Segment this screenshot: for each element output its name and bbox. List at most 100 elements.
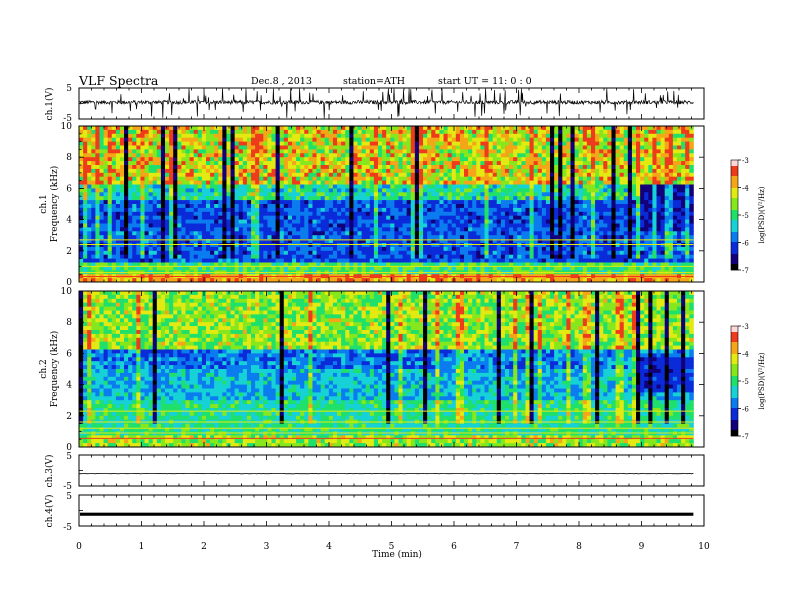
spec-cell — [369, 149, 375, 154]
spec-cell — [595, 246, 600, 252]
spec-cell — [332, 231, 338, 236]
spec-cell — [181, 192, 186, 197]
spec-cell — [685, 168, 690, 174]
spec-cell — [119, 207, 125, 213]
spec-cell — [124, 207, 129, 213]
spec-cell — [603, 184, 608, 189]
spec-cell — [468, 200, 473, 205]
spec-cell — [640, 168, 645, 174]
spec-cell — [664, 180, 670, 185]
spec-cell — [623, 239, 629, 244]
spec-cell — [103, 196, 109, 201]
spec-cell — [87, 165, 92, 170]
spec-cell — [386, 126, 391, 131]
spec-cell — [99, 126, 104, 131]
spec-cell — [300, 215, 305, 220]
spec-cell — [320, 145, 326, 150]
spec-cell — [300, 133, 305, 139]
spec-cell — [324, 227, 330, 232]
spec-cell — [218, 211, 223, 217]
spec-cell — [627, 223, 633, 228]
spec-cell — [414, 129, 420, 135]
spec-cell — [619, 239, 625, 244]
spec-cell — [496, 204, 502, 209]
spec-cell — [619, 207, 625, 213]
spec-cell — [496, 211, 502, 217]
spec-cell — [91, 153, 96, 158]
spec-cell — [173, 200, 178, 205]
spec-cell — [427, 161, 432, 166]
spec-cell — [263, 184, 268, 189]
spec-cell — [353, 165, 358, 170]
spec-cell — [124, 196, 129, 201]
spec-cell — [439, 172, 444, 178]
spec-cell — [189, 165, 195, 170]
spec-cell — [554, 223, 559, 228]
spec-cell — [349, 227, 354, 232]
spec-cell — [406, 215, 412, 220]
spec-cell — [242, 204, 248, 209]
spec-cell — [132, 219, 137, 224]
spec-cell — [451, 129, 457, 135]
spec-cell — [324, 231, 330, 236]
spec-cell — [468, 231, 473, 236]
spec-cell — [287, 168, 293, 174]
spec-cell — [341, 188, 346, 193]
spec-cell — [373, 200, 379, 205]
spec-cell — [386, 188, 391, 193]
spec-cell — [435, 219, 440, 224]
spec-cell — [644, 200, 649, 205]
spec-cell — [259, 168, 264, 174]
spec-cell — [664, 200, 670, 205]
spec-cell — [676, 250, 682, 256]
spec-cell — [476, 196, 481, 201]
spec-cell — [332, 215, 338, 220]
spec-cell — [259, 145, 264, 150]
spec-cell — [312, 137, 317, 142]
spec-cell — [234, 176, 240, 181]
spec-cell — [603, 243, 608, 248]
spec-cell — [205, 239, 211, 244]
spec-cell — [369, 188, 375, 193]
spec-cell — [79, 215, 84, 220]
spec-cell — [337, 176, 342, 181]
spec-cell — [115, 168, 121, 174]
spec-cell — [550, 246, 555, 252]
spec-cell — [332, 137, 338, 142]
spec-cell — [296, 200, 301, 205]
spec-cell — [99, 235, 104, 240]
spec-cell — [226, 149, 231, 154]
spec-cell — [144, 250, 150, 256]
spec-cell — [631, 207, 637, 213]
spec-cell — [681, 168, 686, 174]
spec-cell — [283, 211, 289, 217]
spec-cell — [218, 207, 223, 213]
spec-cell — [173, 243, 178, 248]
spec-cell — [332, 250, 338, 256]
spec-cell — [685, 235, 690, 240]
spec-cell — [660, 145, 666, 150]
spec-cell — [484, 145, 489, 150]
spec-cell — [357, 129, 363, 135]
spec-cell — [185, 227, 190, 232]
spec-cell — [627, 231, 633, 236]
spec-cell — [685, 243, 690, 248]
spec-cell — [373, 133, 379, 139]
spec-cell — [492, 235, 498, 240]
spec-cell — [148, 153, 154, 158]
spec-cell — [464, 239, 469, 244]
spec-cell — [668, 126, 674, 131]
spec-cell — [431, 180, 436, 185]
spec-cell — [291, 235, 297, 240]
spec-cell — [152, 165, 158, 170]
spec-cell — [291, 204, 297, 209]
spec-cell — [615, 137, 621, 142]
spec-cell — [136, 153, 141, 158]
spec-cell — [558, 145, 563, 150]
spec-cell — [103, 153, 109, 158]
spec-cell — [656, 129, 662, 135]
spec-cell — [664, 129, 670, 135]
spec-cell — [533, 235, 539, 240]
spec-cell — [554, 157, 559, 162]
spec-cell — [545, 188, 551, 193]
